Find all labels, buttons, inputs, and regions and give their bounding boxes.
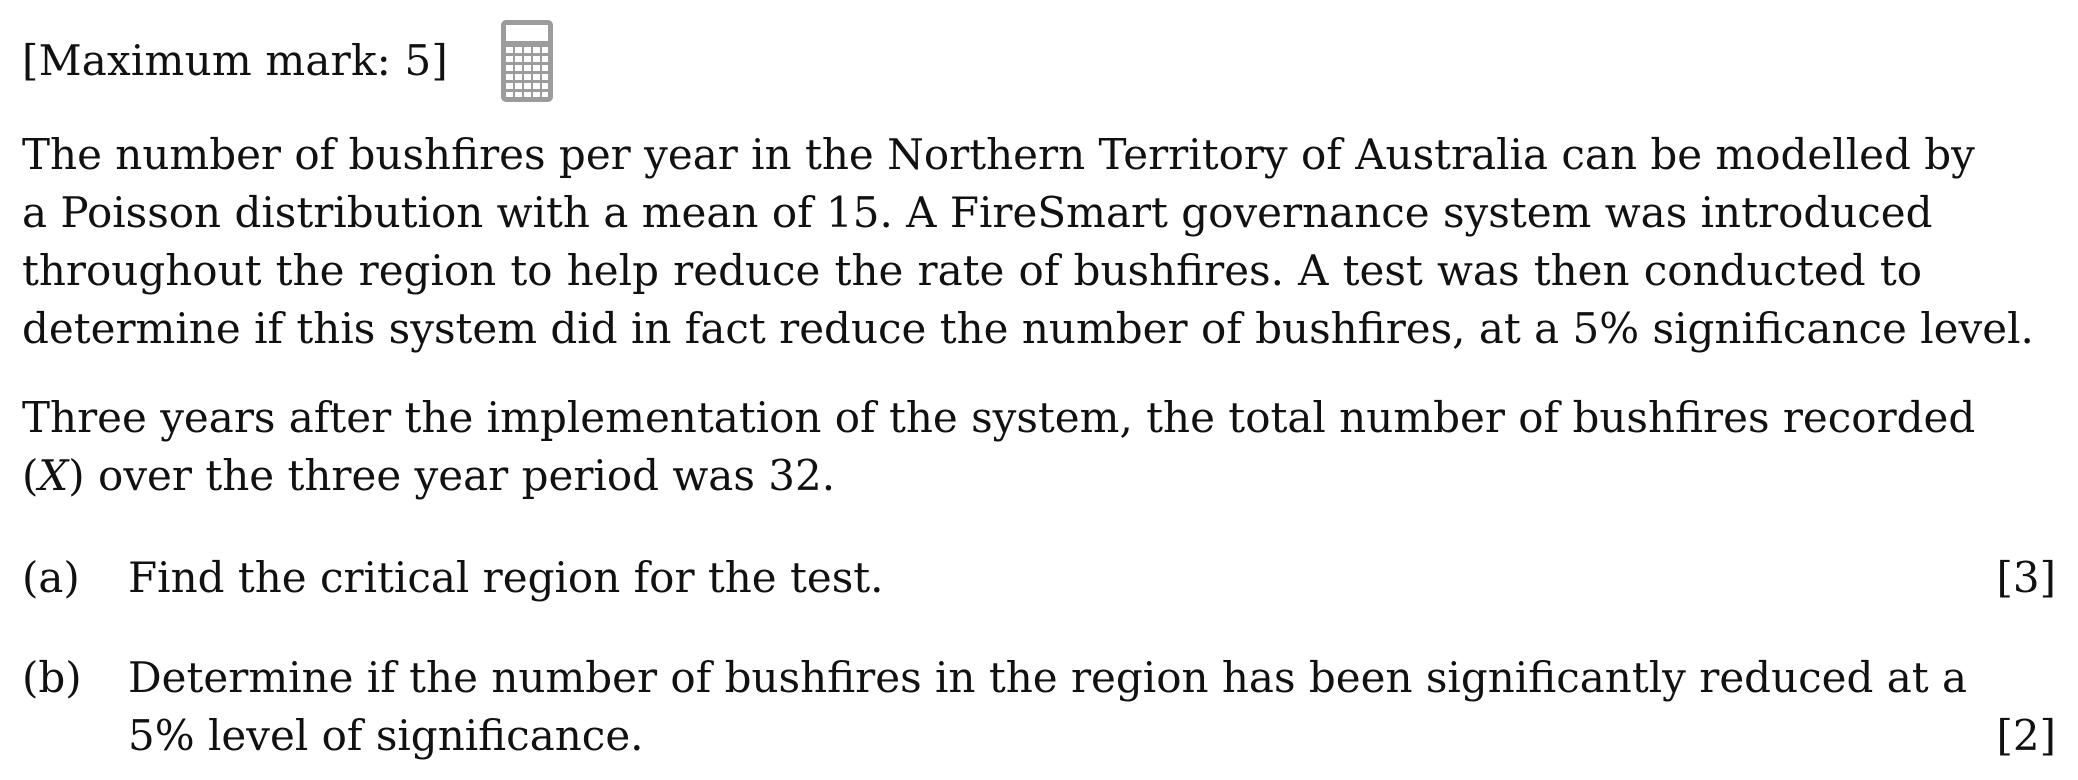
intro-line-3: throughout the region to help reduce the… xyxy=(22,246,1922,295)
part-b-line-1: Determine if the number of bushfires in … xyxy=(128,653,1968,702)
part-label: (a) xyxy=(22,553,80,602)
calculator-icon xyxy=(501,20,554,102)
intro-paragraph: The number of bushfires per year in the … xyxy=(22,126,2034,358)
intro-line-2: a Poisson distribution with a mean of 15… xyxy=(22,188,1933,237)
part-text: Determine if the number of bushfires in … xyxy=(128,649,1968,765)
part-b-line-2: 5% level of significance. xyxy=(128,711,644,760)
part-text: Find the critical region for the test. xyxy=(128,549,1928,607)
part-a-line-1: Find the critical region for the test. xyxy=(128,553,884,602)
intro-line-4: determine if this system did in fact red… xyxy=(22,304,2034,353)
maximum-mark: [Maximum mark: 5] xyxy=(22,36,449,85)
intro-line-1: The number of bushfires per year in the … xyxy=(22,130,1975,179)
part-label: (b) xyxy=(22,653,82,702)
context-paragraph: Three years after the implementation of … xyxy=(22,389,1976,505)
question-header: [Maximum mark: 5] xyxy=(22,16,554,106)
context-line-2: (X) over the three year period was 32. xyxy=(22,451,836,500)
part-marks: [2] xyxy=(1996,711,2057,760)
part-marks: [3] xyxy=(1996,553,2057,602)
context-line-1: Three years after the implementation of … xyxy=(22,393,1976,442)
